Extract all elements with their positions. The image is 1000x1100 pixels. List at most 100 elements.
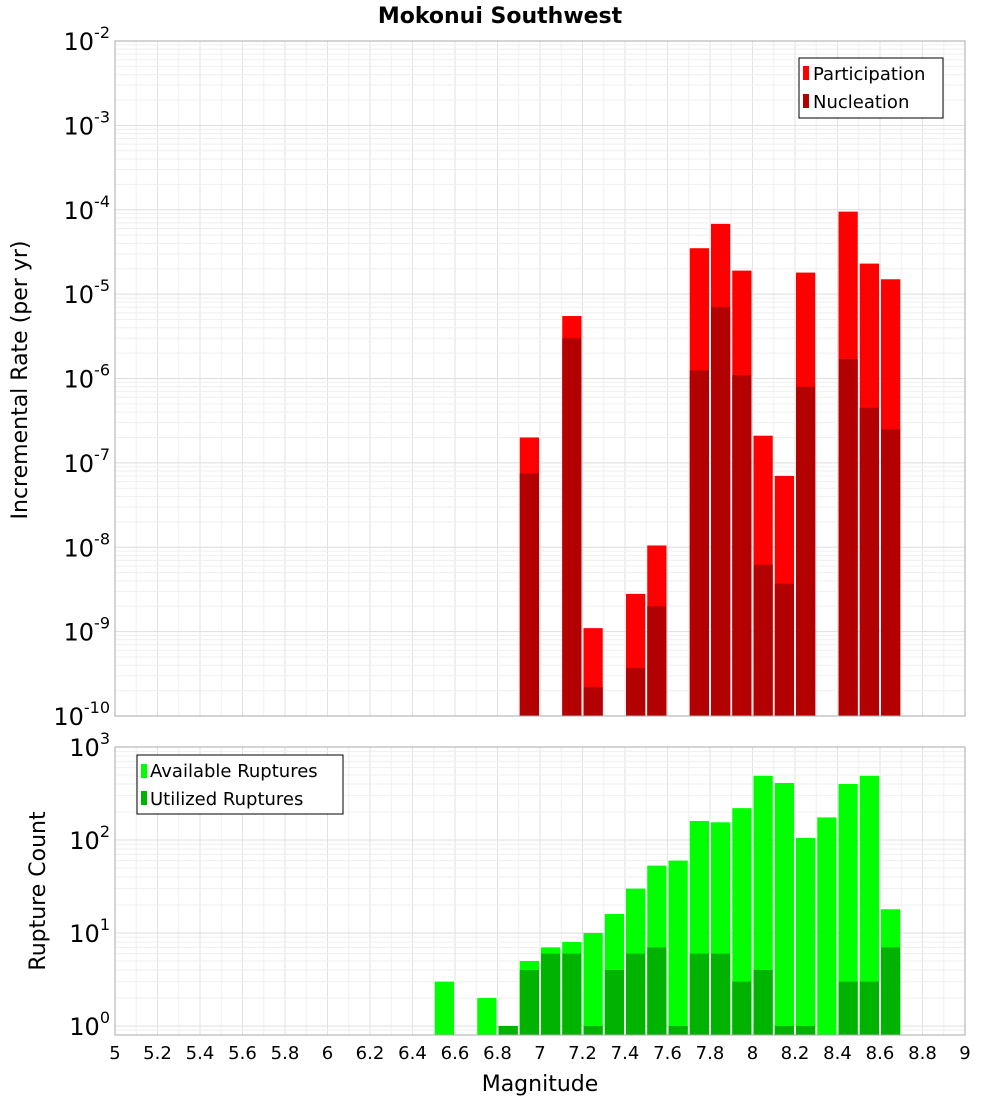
x-tick-label: 5.2 bbox=[143, 1043, 172, 1064]
rate-plot-grid bbox=[114, 41, 966, 717]
y-tick-label-rate: 10-7 bbox=[64, 445, 111, 478]
bar-nucleation bbox=[689, 370, 709, 716]
bar-nucleation bbox=[732, 375, 752, 716]
legend-swatch-available bbox=[141, 764, 147, 778]
bar-utilized-ruptures bbox=[626, 953, 646, 1035]
bar-nucleation bbox=[881, 429, 901, 716]
bar-nucleation bbox=[774, 583, 794, 716]
bar-available-ruptures bbox=[668, 860, 688, 1035]
bar-available-ruptures bbox=[796, 838, 816, 1035]
rate-plot-y-ticks: 10-10 10-9 10-8 10-7 10-6 10-5 10-4 10-3 10-2 bbox=[53, 23, 110, 731]
bar-utilized-ruptures bbox=[647, 947, 667, 1035]
bar-available-ruptures bbox=[838, 784, 858, 1035]
legend-swatch-participation bbox=[803, 66, 809, 80]
bar-utilized-ruptures bbox=[498, 1025, 518, 1035]
count-plot-frame bbox=[114, 746, 966, 1036]
rate-plot-y-label: Incremental Rate (per yr) bbox=[8, 241, 33, 520]
x-tick-label: 5.6 bbox=[228, 1043, 257, 1064]
legend-label-nucleation: Nucleation bbox=[813, 92, 909, 113]
bar-nucleation bbox=[859, 407, 879, 716]
bar-utilized-ruptures bbox=[689, 953, 709, 1035]
x-tick-label: 7.8 bbox=[696, 1043, 725, 1064]
rate-legend-box bbox=[798, 57, 944, 119]
legend-swatch-utilized bbox=[141, 791, 147, 805]
bar-nucleation bbox=[838, 359, 858, 716]
y-tick-label-rate: 10-2 bbox=[64, 23, 111, 56]
y-tick-label-rate: 10-6 bbox=[64, 361, 111, 394]
x-tick-label: 8.2 bbox=[781, 1043, 810, 1064]
y-tick-label-rate: 10-3 bbox=[64, 107, 111, 140]
bar-nucleation bbox=[626, 668, 646, 716]
x-tick-label: 6.4 bbox=[398, 1043, 427, 1064]
x-tick-label: 7.6 bbox=[653, 1043, 682, 1064]
bar-utilized-ruptures bbox=[562, 953, 582, 1035]
bar-utilized-ruptures bbox=[604, 969, 624, 1035]
count-plot-legend: Available Ruptures Utilized Ruptures bbox=[136, 754, 344, 815]
bar-utilized-ruptures bbox=[519, 969, 539, 1035]
x-tick-label: 6.2 bbox=[356, 1043, 385, 1064]
bar-utilized-ruptures bbox=[859, 981, 879, 1035]
count-plot-x-label: Magnitude bbox=[482, 1072, 599, 1097]
count-plot-x-ticks: 5 5.2 5.4 5.6 5.8 6 6.2 6.4 6.6 6.8 7 7.2 7.4 7.6 7.8 8… bbox=[109, 1043, 970, 1064]
x-tick-label: 6.6 bbox=[441, 1043, 470, 1064]
bar-available-ruptures bbox=[434, 981, 454, 1035]
bar-nucleation bbox=[647, 606, 667, 716]
x-tick-label: 7 bbox=[534, 1043, 545, 1064]
legend-swatch-nucleation bbox=[803, 94, 809, 108]
count-legend-box bbox=[136, 754, 344, 815]
bar-available-ruptures bbox=[732, 808, 752, 1035]
x-tick-label: 8.8 bbox=[908, 1043, 937, 1064]
bar-nucleation bbox=[796, 386, 816, 716]
x-tick-label: 8.4 bbox=[823, 1043, 852, 1064]
bar-utilized-ruptures bbox=[711, 953, 731, 1035]
bar-utilized-ruptures bbox=[774, 1025, 794, 1035]
legend-label-utilized: Utilized Ruptures bbox=[150, 789, 303, 810]
bar-nucleation bbox=[562, 338, 582, 716]
count-plot-y-ticks: 100 101 102 103 bbox=[69, 729, 110, 1041]
bar-utilized-ruptures bbox=[541, 953, 561, 1035]
x-tick-label: 7.4 bbox=[611, 1043, 640, 1064]
chart-title: Mokonui Southwest bbox=[378, 4, 623, 29]
x-tick-label: 5 bbox=[109, 1043, 120, 1064]
legend-label-available: Available Ruptures bbox=[150, 761, 318, 782]
bar-nucleation bbox=[583, 687, 603, 716]
rate-plot-legend: Participation Nucleation bbox=[798, 57, 944, 119]
bar-utilized-ruptures bbox=[753, 969, 773, 1035]
x-tick-label: 5.8 bbox=[271, 1043, 300, 1064]
bar-available-ruptures bbox=[859, 775, 879, 1035]
x-tick-label: 8 bbox=[747, 1043, 758, 1064]
count-plot-y-label: Rupture Count bbox=[26, 811, 51, 971]
legend-label-participation: Participation bbox=[813, 64, 925, 85]
y-tick-label-count: 100 bbox=[69, 1008, 110, 1041]
y-tick-label-rate: 10-8 bbox=[64, 529, 111, 562]
rate-plot-bars bbox=[519, 211, 901, 717]
x-tick-label: 8.6 bbox=[866, 1043, 895, 1064]
y-tick-label-rate: 10-4 bbox=[64, 192, 111, 225]
y-tick-label-count: 103 bbox=[69, 729, 110, 762]
bar-nucleation bbox=[753, 564, 773, 716]
bar-utilized-ruptures bbox=[881, 947, 901, 1035]
bar-available-ruptures bbox=[583, 932, 603, 1035]
bar-utilized-ruptures bbox=[838, 981, 858, 1035]
y-tick-label-rate: 10-5 bbox=[64, 276, 111, 309]
y-tick-label-count: 101 bbox=[69, 915, 110, 948]
x-tick-label: 5.4 bbox=[186, 1043, 215, 1064]
bar-utilized-ruptures bbox=[583, 1025, 603, 1035]
bar-utilized-ruptures bbox=[732, 981, 752, 1035]
bar-utilized-ruptures bbox=[668, 1025, 688, 1035]
y-tick-label-rate: 10-9 bbox=[64, 614, 111, 647]
count-plot-bars bbox=[434, 775, 901, 1035]
bar-available-ruptures bbox=[774, 783, 794, 1035]
x-tick-label: 6 bbox=[322, 1043, 333, 1064]
bar-nucleation bbox=[711, 307, 731, 716]
x-tick-label: 9 bbox=[959, 1043, 970, 1064]
bar-utilized-ruptures bbox=[796, 1025, 816, 1035]
bar-available-ruptures bbox=[477, 997, 497, 1035]
x-tick-label: 6.8 bbox=[483, 1043, 512, 1064]
bar-available-ruptures bbox=[817, 817, 837, 1035]
y-tick-label-count: 102 bbox=[69, 822, 110, 855]
rate-plot-frame bbox=[114, 40, 966, 717]
x-tick-label: 7.2 bbox=[568, 1043, 597, 1064]
bar-nucleation bbox=[519, 473, 539, 716]
